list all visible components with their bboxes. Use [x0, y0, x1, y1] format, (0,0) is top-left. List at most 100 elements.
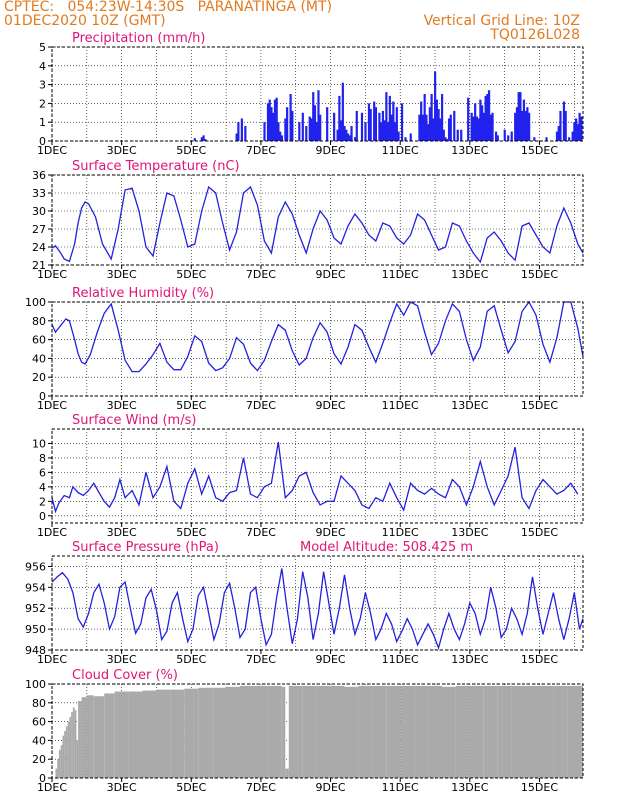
precip-bar: [310, 118, 313, 141]
precip-bar: [350, 125, 353, 141]
precip-bar: [460, 129, 463, 141]
cloud-bar: [71, 712, 73, 778]
cloud-bar: [288, 685, 303, 778]
y-tick-label: 33: [32, 187, 46, 200]
precip-bar: [440, 94, 444, 141]
header: CPTEC: 054:23W-14:30S PARANATINGA (MT) 0…: [0, 0, 618, 46]
cloud-bar: [400, 685, 415, 778]
vertical-grid-note: Vertical Grid Line: 10Z: [423, 13, 580, 29]
x-tick-label: 1DEC: [37, 399, 67, 412]
precip-bar: [580, 116, 583, 141]
x-tick-label: 11DEC: [382, 399, 419, 412]
x-tick-label: 13DEC: [451, 144, 488, 157]
cloud-bar: [60, 745, 63, 778]
precip-bar: [202, 135, 205, 141]
precip-bar: [444, 137, 447, 141]
precip-bar: [298, 122, 301, 141]
y-tick-label: 0: [39, 135, 46, 148]
precip-bar: [507, 135, 510, 141]
precip-bar: [568, 137, 571, 141]
x-tick-label: 3DEC: [107, 653, 137, 666]
precip-bar: [273, 99, 277, 141]
precip-bar: [346, 133, 350, 141]
x-tick-label: 3DEC: [107, 526, 137, 539]
precip-bar: [533, 137, 536, 141]
precip-bar: [420, 101, 423, 141]
x-tick-label: 3DEC: [107, 268, 137, 281]
x-tick-label: 11DEC: [382, 144, 419, 157]
precip-bar: [467, 97, 470, 141]
x-tick-label: 1DEC: [37, 781, 67, 794]
y-tick-label: 80: [32, 697, 46, 710]
cloud-bar: [226, 686, 241, 778]
cloud-bar: [567, 685, 582, 778]
x-tick-label: 15DEC: [521, 399, 558, 412]
precip-bar: [510, 131, 513, 141]
precip-bar: [277, 122, 280, 141]
x-tick-label: 7DEC: [246, 144, 276, 157]
cloud-panel: Cloud Cover (%) 0 20 40 60 80 100 1DEC 3DEC 5DEC 7…: [25, 668, 584, 794]
x-tick-label: 9DEC: [316, 653, 346, 666]
x-tick-label: 13DEC: [451, 526, 488, 539]
y-tick-label: 40: [32, 352, 46, 365]
precip-bar: [289, 94, 292, 141]
cloud-bar: [525, 685, 540, 778]
precip-bar: [333, 112, 336, 141]
precip-bar: [369, 109, 372, 141]
precip-bar: [380, 122, 383, 141]
precip-bar: [435, 99, 438, 141]
precip-bar: [392, 101, 395, 141]
y-tick-label: 40: [32, 734, 46, 747]
precip-bar: [355, 110, 358, 141]
y-tick-label: 954: [25, 581, 46, 594]
precip-bar: [385, 92, 388, 141]
y-tick-label: 100: [25, 678, 46, 691]
precip-bar: [301, 112, 304, 141]
wind-frame: [51, 428, 584, 524]
y-tick-label: 27: [32, 223, 46, 236]
y-tick-label: 6: [39, 466, 46, 479]
precip-bar: [395, 107, 398, 141]
x-tick-label: 11DEC: [382, 653, 419, 666]
run-date: 01DEC2020 10Z (GMT): [4, 13, 166, 29]
cloud-bar: [104, 693, 115, 778]
y-tick-label: 20: [32, 753, 46, 766]
y-tick-label: 948: [25, 644, 46, 657]
precip-bar: [475, 116, 478, 141]
precip-bar: [522, 99, 526, 141]
precip-bar: [456, 129, 459, 141]
x-tick-label: 1DEC: [37, 653, 67, 666]
precip-bar: [340, 120, 343, 141]
precip-bar: [315, 122, 318, 141]
precip-bar: [487, 90, 491, 141]
x-tick-label: 3DEC: [107, 144, 137, 157]
precip-bar: [326, 107, 329, 141]
precip-bar: [345, 129, 348, 141]
precip-bar: [336, 129, 339, 141]
cloud-bar: [86, 695, 94, 778]
precip-bar: [353, 137, 357, 141]
x-tick-label: 13DEC: [451, 781, 488, 794]
precip-bar: [286, 107, 289, 141]
precip-bar: [432, 118, 435, 141]
precip-bar: [313, 105, 317, 141]
cloud-bar: [253, 685, 268, 778]
x-tick-label: 3DEC: [107, 781, 137, 794]
precip-bar: [442, 129, 445, 141]
precip-bar: [503, 129, 506, 141]
y-tick-label: 2: [39, 97, 46, 110]
precip-bar: [564, 110, 567, 141]
precip-bar: [571, 131, 574, 141]
precip-bar: [279, 131, 282, 141]
y-tick-label: 10: [32, 437, 46, 450]
precip-bar: [388, 95, 391, 141]
x-tick-label: 9DEC: [316, 144, 346, 157]
cloud-bar: [240, 685, 254, 778]
precip-bar: [474, 103, 477, 141]
precip-bar: [343, 125, 346, 141]
y-tick-label: 950: [25, 623, 46, 636]
precip-bar: [519, 92, 522, 141]
cloud-bar: [267, 685, 282, 778]
pressure-series-line: [51, 568, 584, 650]
